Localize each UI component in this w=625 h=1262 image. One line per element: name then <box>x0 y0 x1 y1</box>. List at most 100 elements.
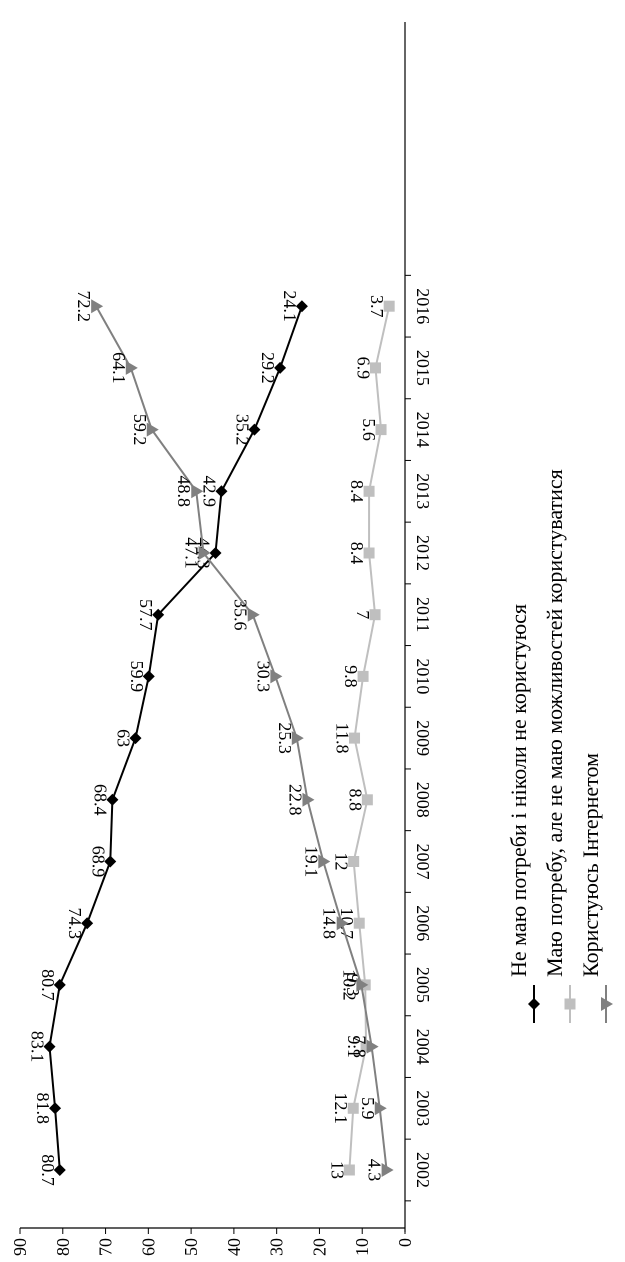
data-point <box>381 1163 394 1177</box>
data-point <box>106 793 119 806</box>
data-point <box>383 300 395 312</box>
data-point <box>104 855 117 868</box>
data-label: 68.4 <box>90 784 110 816</box>
data-label: 5.6 <box>359 418 379 441</box>
data-point <box>129 732 142 745</box>
value-tick-label: 60 <box>138 1238 158 1256</box>
data-label: 24.1 <box>280 290 300 322</box>
data-label: 63 <box>114 729 134 747</box>
data-point <box>366 1039 379 1054</box>
data-point <box>353 917 365 929</box>
data-point <box>363 485 375 497</box>
category-tick-label: 2014 <box>413 412 433 448</box>
data-label: 30.3 <box>253 661 273 693</box>
data-point <box>142 670 155 683</box>
data-point <box>302 792 315 807</box>
data-label: 19.1 <box>301 846 321 878</box>
value-tick-label: 90 <box>10 1238 30 1256</box>
legend-label: Користуюсь Інтернетом <box>578 753 603 977</box>
data-point <box>295 300 308 313</box>
data-label: 7 <box>353 610 373 619</box>
value-tick-label: 80 <box>53 1238 73 1256</box>
data-point <box>209 547 222 559</box>
data-label: 47.1 <box>182 537 202 569</box>
data-point <box>375 424 387 436</box>
data-point <box>361 794 373 806</box>
data-label: 48.8 <box>174 476 194 508</box>
value-tick-label: 50 <box>181 1238 201 1256</box>
data-point <box>191 484 204 499</box>
data-label: 3.7 <box>367 295 387 318</box>
value-tick-label: 10 <box>352 1238 372 1256</box>
category-tick-label: 2003 <box>413 1090 433 1126</box>
data-label: 5.9 <box>358 1097 378 1120</box>
data-label: 8.8 <box>345 789 365 812</box>
data-point <box>152 608 165 621</box>
data-label: 80.7 <box>38 1154 58 1186</box>
data-point <box>601 997 613 1011</box>
data-point <box>369 362 381 374</box>
category-tick-label: 2005 <box>413 967 433 1003</box>
data-point <box>270 669 283 684</box>
series-3: 4.3 5.9 7.8 10.2 14.8 19.1 22.8 25.3 30.3 35.6 47.… <box>74 290 394 1181</box>
data-point <box>43 1040 56 1053</box>
value-tick-label: 70 <box>96 1238 116 1256</box>
legend-item-2: Маю потребу, але не маю можливостей кори… <box>542 469 576 1023</box>
category-tick-label: 2016 <box>413 288 433 324</box>
data-point <box>274 361 287 374</box>
category-tick-label: 2002 <box>413 1152 433 1188</box>
data-label: 8.4 <box>347 542 367 565</box>
data-label: 12.1 <box>331 1093 351 1125</box>
data-label: 9.8 <box>341 665 361 688</box>
data-label: 6.9 <box>353 357 373 380</box>
data-label: 42.9 <box>199 476 219 508</box>
data-point <box>360 1041 372 1053</box>
data-point <box>198 546 211 560</box>
data-point <box>291 731 304 746</box>
legend-label: Маю потребу, але не маю можливостей кори… <box>542 469 567 977</box>
chart-legend: Не маю потреби і ніколи не користуюся Маю… <box>506 469 613 1023</box>
category-tick-label: 2010 <box>413 658 433 694</box>
data-point <box>215 485 228 498</box>
data-label: 7.8 <box>350 1035 370 1058</box>
data-label: 35.6 <box>231 599 251 631</box>
data-point <box>53 978 66 991</box>
data-label: 9.1 <box>344 1035 364 1058</box>
category-tick-label: 2008 <box>413 782 433 818</box>
data-point <box>49 1102 62 1115</box>
data-label: 14.8 <box>320 907 340 939</box>
data-label: 81.8 <box>33 1093 53 1125</box>
series-1: 80.781.883.180.774.368.968.46359.957.744… <box>28 290 308 1186</box>
data-point <box>336 916 349 931</box>
data-point <box>81 917 94 930</box>
series-line <box>48 305 303 1171</box>
data-point <box>318 854 331 869</box>
data-label: 68.9 <box>88 846 108 878</box>
data-point <box>247 607 260 622</box>
chart-series: 80.781.883.180.774.368.968.46359.957.744… <box>28 290 395 1186</box>
data-point <box>343 1164 355 1176</box>
data-label: 8.4 <box>347 480 367 503</box>
legend-item-3: Користуюсь Інтернетом <box>578 753 613 1023</box>
data-label: 59.9 <box>127 661 147 693</box>
value-tick-label: 0 <box>395 1238 415 1247</box>
value-tick-label: 20 <box>309 1238 329 1256</box>
legend-label: Не маю потреби і ніколи не користуюся <box>506 604 531 977</box>
data-label: 59.2 <box>130 414 150 446</box>
data-point <box>374 1101 387 1116</box>
data-label: 80.7 <box>38 969 58 1001</box>
data-point <box>91 299 104 314</box>
data-point <box>528 998 540 1010</box>
data-label: 10.2 <box>339 969 359 1001</box>
category-tick-label: 2004 <box>413 1029 433 1065</box>
data-label: 29.2 <box>258 352 278 384</box>
data-label: 72.2 <box>74 290 94 322</box>
data-label: 74.3 <box>65 907 85 939</box>
data-point <box>125 360 138 375</box>
data-point <box>248 423 261 436</box>
data-point <box>348 856 360 867</box>
data-point <box>564 998 576 1010</box>
data-label: 11.8 <box>333 723 353 754</box>
data-label: 57.7 <box>136 599 156 631</box>
